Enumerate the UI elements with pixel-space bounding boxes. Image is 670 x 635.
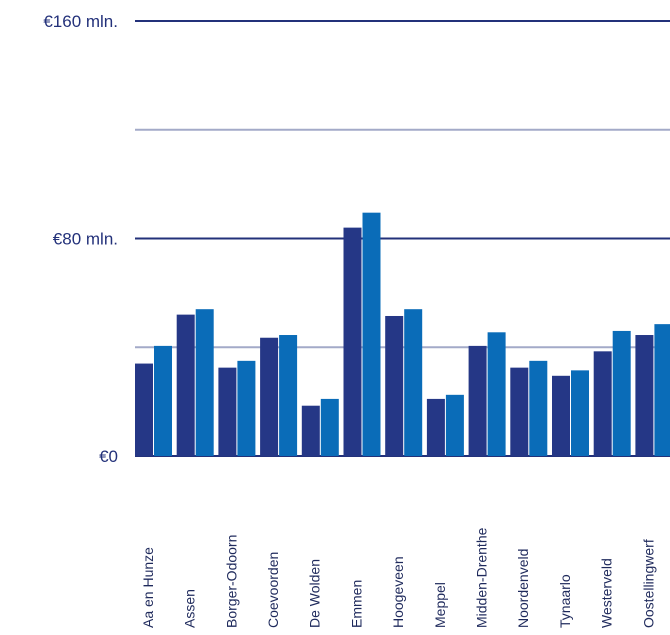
x-tick-label: Tynaarlo — [557, 574, 573, 628]
x-tick-label: Aa en Hunze — [140, 547, 156, 628]
bar-series2 — [362, 212, 381, 456]
y-tick-label: €80 mln. — [53, 230, 118, 249]
x-tick-label: Borger-Odoorn — [223, 535, 239, 628]
bar-series1 — [343, 227, 362, 456]
bar-series1 — [176, 314, 195, 456]
bar-series1 — [385, 315, 404, 456]
bar-series2 — [612, 330, 631, 456]
bar-series1 — [218, 367, 237, 456]
bar-series1 — [426, 398, 445, 456]
bar-series2 — [571, 370, 589, 456]
x-tick-label: Westerveld — [599, 558, 615, 628]
bar-series1 — [260, 337, 279, 456]
x-tick-label: De Wolden — [307, 559, 323, 628]
bar-series2 — [237, 360, 256, 456]
bar-series1 — [301, 405, 320, 456]
x-tick-label: Midden-Drenthe — [473, 527, 489, 628]
bar-series1 — [468, 345, 487, 456]
bars — [135, 212, 670, 456]
bar-series2 — [487, 332, 506, 456]
bar-series2 — [279, 335, 298, 456]
x-tick-label: Hoogeveen — [390, 556, 406, 628]
x-tick-label: Emmen — [348, 580, 364, 628]
x-tick-label: Assen — [182, 589, 198, 628]
bar-series1 — [510, 367, 529, 456]
x-axis-labels: Aa en Hunze Assen Borger-Odoorn Coevoorden D… — [140, 527, 656, 628]
bar-series1 — [593, 351, 612, 456]
bar-series1 — [135, 363, 153, 456]
y-tick-label: €0 — [99, 447, 118, 466]
bar-series2 — [320, 398, 339, 456]
y-axis-labels: €0 €80 mln. €160 mln. — [43, 12, 118, 466]
x-tick-label: Coevoorden — [265, 552, 281, 628]
bar-series2 — [445, 394, 464, 456]
bar-series2 — [404, 309, 423, 456]
y-tick-label: €160 mln. — [43, 12, 118, 31]
bar-series2 — [195, 309, 214, 456]
bar-series2 — [529, 360, 548, 456]
x-tick-label: Meppel — [432, 582, 448, 628]
bar-series2 — [154, 345, 172, 456]
bar-series1 — [552, 375, 570, 456]
x-tick-label: Noordenveld — [515, 549, 531, 628]
bar-series2 — [654, 324, 670, 456]
bar-series1 — [635, 335, 654, 456]
x-tick-label: Oostellingwerf — [640, 539, 656, 628]
